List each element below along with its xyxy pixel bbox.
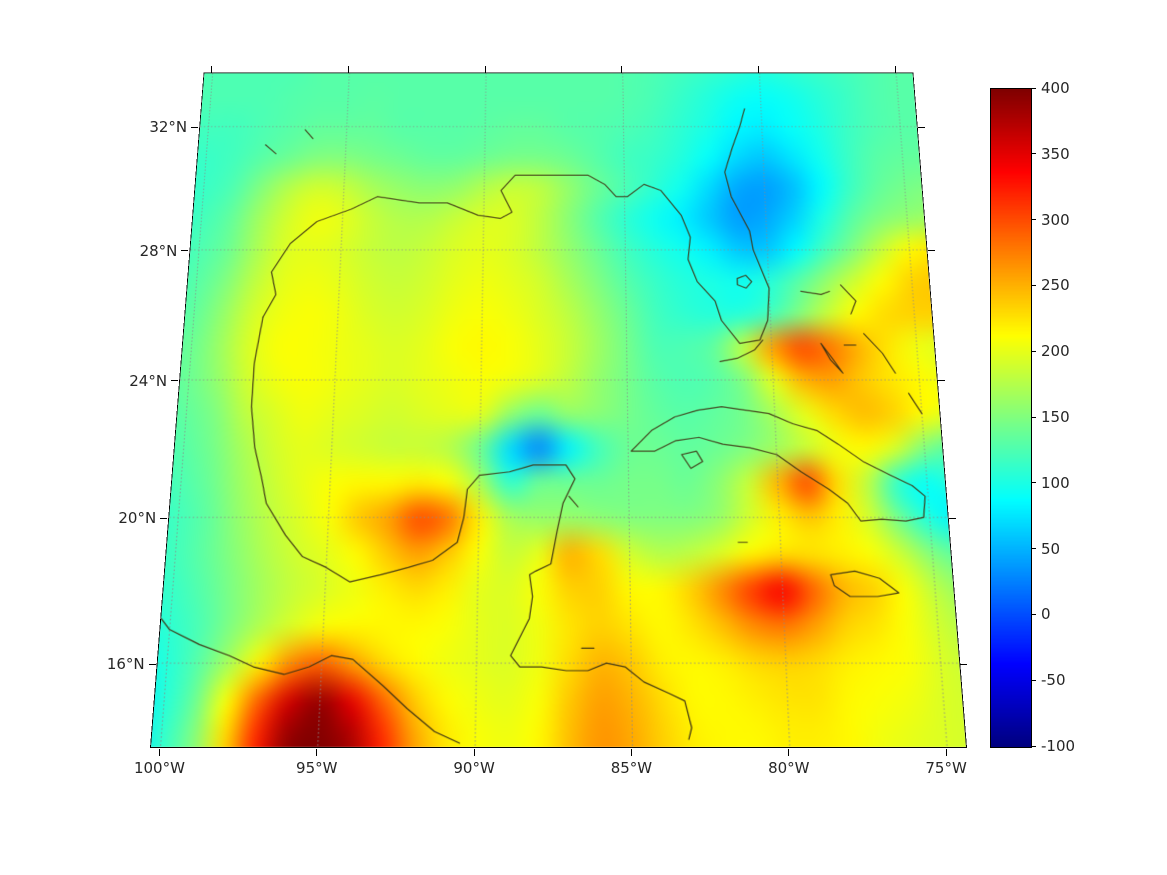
colorbar-tick-label: 50	[1041, 539, 1061, 558]
colorbar-tick-label: 200	[1041, 342, 1070, 361]
colorbar-tick-label: 0	[1041, 605, 1051, 624]
x-tick-label: 85°W	[610, 759, 653, 777]
colorbar-gradient	[990, 88, 1032, 748]
y-tick-label: 20°N	[118, 509, 157, 528]
map-plot	[150, 72, 967, 748]
x-tick-label: 95°W	[296, 759, 338, 777]
colorbar-tick-label: 300	[1041, 210, 1070, 229]
x-tick	[316, 749, 318, 756]
colorbar-tick-label: 250	[1041, 276, 1070, 295]
x-tick-label: 75°W	[925, 759, 967, 777]
heatmap-canvas	[150, 72, 967, 748]
x-tick	[788, 749, 790, 756]
x-tick	[158, 749, 160, 756]
colorbar-tick-label: 350	[1041, 144, 1070, 163]
x-tick-label: 100°W	[133, 759, 185, 777]
x-tick	[945, 749, 947, 756]
x-tick-label: 80°W	[768, 759, 810, 777]
colorbar-tick-label: 150	[1041, 408, 1070, 426]
x-tick	[473, 749, 475, 756]
colorbar-tick-label: 400	[1041, 79, 1070, 97]
colorbar-tick-label: -100	[1041, 737, 1076, 755]
colorbar-tick-label: -50	[1041, 671, 1066, 690]
x-tick	[630, 749, 632, 756]
y-tick-label: 16°N	[106, 655, 145, 674]
x-tick-label: 90°W	[453, 759, 495, 777]
colorbar-tick-label: 100	[1041, 473, 1070, 492]
